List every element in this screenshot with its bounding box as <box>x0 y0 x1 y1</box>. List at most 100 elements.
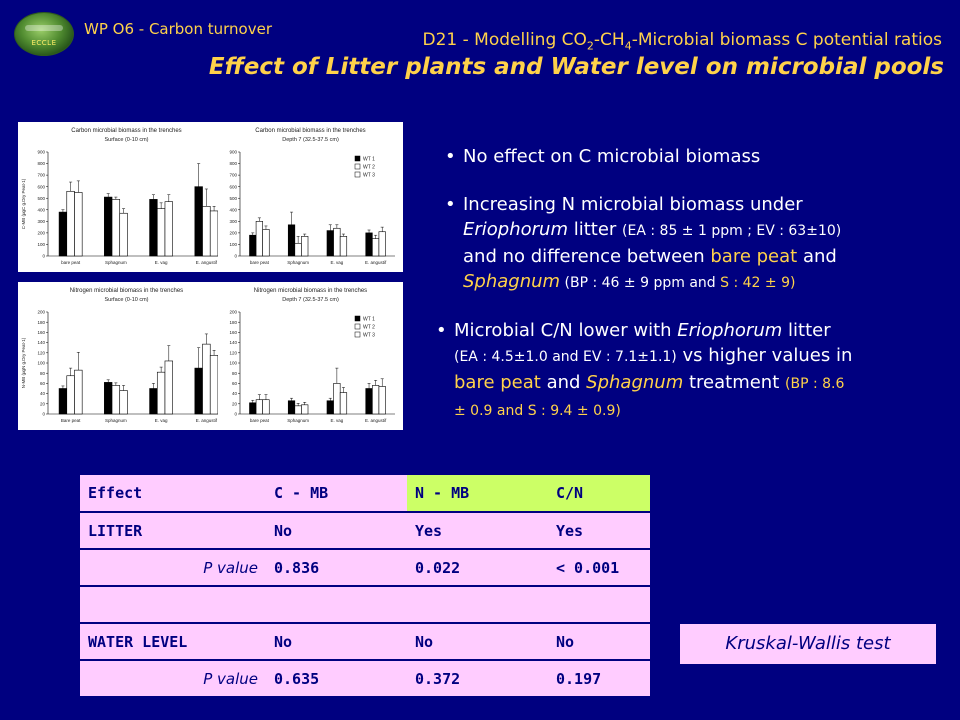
x-tick-label: bare peat <box>61 260 81 265</box>
bar <box>104 382 113 415</box>
y-tick-label: 500 <box>37 196 45 201</box>
y-tick-label: 100 <box>229 361 237 366</box>
bar <box>164 360 173 415</box>
chart-svg: Carbon microbial biomass in the trenches… <box>229 128 395 265</box>
y-tick-label: 700 <box>229 173 237 178</box>
y-tick-label: 700 <box>37 173 45 178</box>
bar <box>326 230 334 257</box>
x-tick-label: E. angustif <box>196 260 218 265</box>
chart-carbon-depth7: Carbon microbial biomass in the trenches… <box>218 122 403 272</box>
bullet-cn-ratio: • Microbial C/N lower with Eriophorum li… <box>436 320 853 419</box>
bar <box>66 190 75 257</box>
bar <box>111 199 121 257</box>
y-tick-label: 20 <box>40 401 46 406</box>
bar <box>326 400 334 415</box>
y-tick-label: 0 <box>42 412 45 417</box>
y-tick-label: 400 <box>37 207 45 212</box>
x-tick-label: E. vag <box>155 260 168 265</box>
chart-subtitle: Surface (0-10 cm) <box>104 137 148 143</box>
legend-label: WT 2 <box>363 165 375 171</box>
bar <box>333 227 341 257</box>
bar <box>262 229 270 257</box>
bar <box>202 343 211 415</box>
table-row-water-pvalue: P value 0.635 0.372 0.197 <box>80 660 650 698</box>
legend-swatch <box>354 171 361 178</box>
chart-carbon-surface: Carbon microbial biomass in the trenches… <box>18 122 235 272</box>
legend-label: WT 3 <box>363 173 375 179</box>
y-axis-label: C-MB (µgC g.Dry Peat-1) <box>21 178 26 229</box>
x-tick-label: E. angustif <box>365 260 387 265</box>
x-tick-label: E. vag <box>330 260 343 265</box>
bar <box>333 383 341 415</box>
legend-label: WT 1 <box>363 317 375 323</box>
y-tick-label: 80 <box>232 371 238 376</box>
table-row-spacer <box>80 586 650 624</box>
y-tick-label: 900 <box>37 150 45 155</box>
y-tick-label: 100 <box>37 361 45 366</box>
y-tick-label: 800 <box>37 161 45 166</box>
y-tick-label: 20 <box>232 401 238 406</box>
bar <box>156 371 166 415</box>
bar <box>194 367 203 415</box>
y-tick-label: 200 <box>229 310 237 315</box>
bar <box>294 242 302 257</box>
bullet-nitrogen: • Increasing N microbial biomass under E… <box>445 194 842 292</box>
bar <box>262 399 270 415</box>
bar <box>209 355 219 415</box>
bar <box>372 238 380 257</box>
bar <box>287 400 296 415</box>
y-tick-label: 400 <box>229 207 237 212</box>
y-tick-label: 900 <box>229 150 237 155</box>
y-tick-label: 180 <box>229 320 237 325</box>
chart-svg: Nitrogen microbial biomass in the trench… <box>229 288 395 423</box>
bullet-carbon: • No effect on C microbial biomass <box>445 146 761 167</box>
y-tick-label: 300 <box>229 219 237 224</box>
bar <box>111 385 121 415</box>
x-tick-label: Bare peat <box>61 418 81 423</box>
deliverable-subtitle: D21 - Modelling CO2-CH4-Microbial biomas… <box>422 30 942 53</box>
x-tick-label: Sphagnum <box>287 260 309 265</box>
bar <box>301 236 309 257</box>
y-tick-label: 40 <box>232 391 238 396</box>
y-tick-label: 160 <box>37 330 45 335</box>
y-tick-label: 80 <box>40 371 46 376</box>
y-tick-label: 60 <box>232 381 238 386</box>
bar <box>119 212 128 257</box>
bar <box>164 201 173 257</box>
bar <box>66 375 75 415</box>
y-tick-label: 0 <box>234 412 237 417</box>
y-tick-label: 120 <box>37 350 45 355</box>
chart-subtitle: Surface (0-10 cm) <box>104 297 148 303</box>
bar <box>156 208 166 257</box>
bar <box>74 369 83 415</box>
chart-subtitle: Depth 7 (32.5-37.5 cm) <box>282 297 339 303</box>
y-tick-label: 200 <box>37 310 45 315</box>
y-tick-label: 160 <box>229 330 237 335</box>
x-tick-label: bare peat <box>250 418 270 423</box>
bar <box>149 199 158 257</box>
y-axis-label: N-MB (µgN g.Dry Peat-1) <box>21 337 26 388</box>
bar <box>365 388 373 415</box>
bar <box>378 386 386 415</box>
legend-swatch <box>354 323 361 330</box>
legend-label: WT 1 <box>363 157 375 163</box>
y-tick-label: 180 <box>37 320 45 325</box>
bar <box>365 232 373 257</box>
bar <box>339 236 348 257</box>
bar <box>339 392 348 415</box>
bar <box>74 192 83 257</box>
y-tick-label: 200 <box>229 230 237 235</box>
bar <box>119 390 128 415</box>
chart-title: Nitrogen microbial biomass in the trench… <box>70 288 183 294</box>
bar <box>287 224 296 257</box>
y-tick-label: 0 <box>234 254 237 259</box>
slide-title: Effect of Litter plants and Water level … <box>208 54 944 80</box>
x-tick-label: E. angustif <box>365 418 387 423</box>
y-tick-label: 140 <box>229 340 237 345</box>
y-tick-label: 200 <box>37 230 45 235</box>
legend-label: WT 2 <box>363 325 375 331</box>
chart-nitrogen-depth7: Nitrogen microbial biomass in the trench… <box>218 282 403 430</box>
statistics-table: Effect C - MB N - MB C/N LITTER No Yes Y… <box>80 475 650 698</box>
chart-subtitle: Depth 7 (32.5-37.5 cm) <box>282 137 339 143</box>
y-tick-label: 0 <box>42 254 45 259</box>
